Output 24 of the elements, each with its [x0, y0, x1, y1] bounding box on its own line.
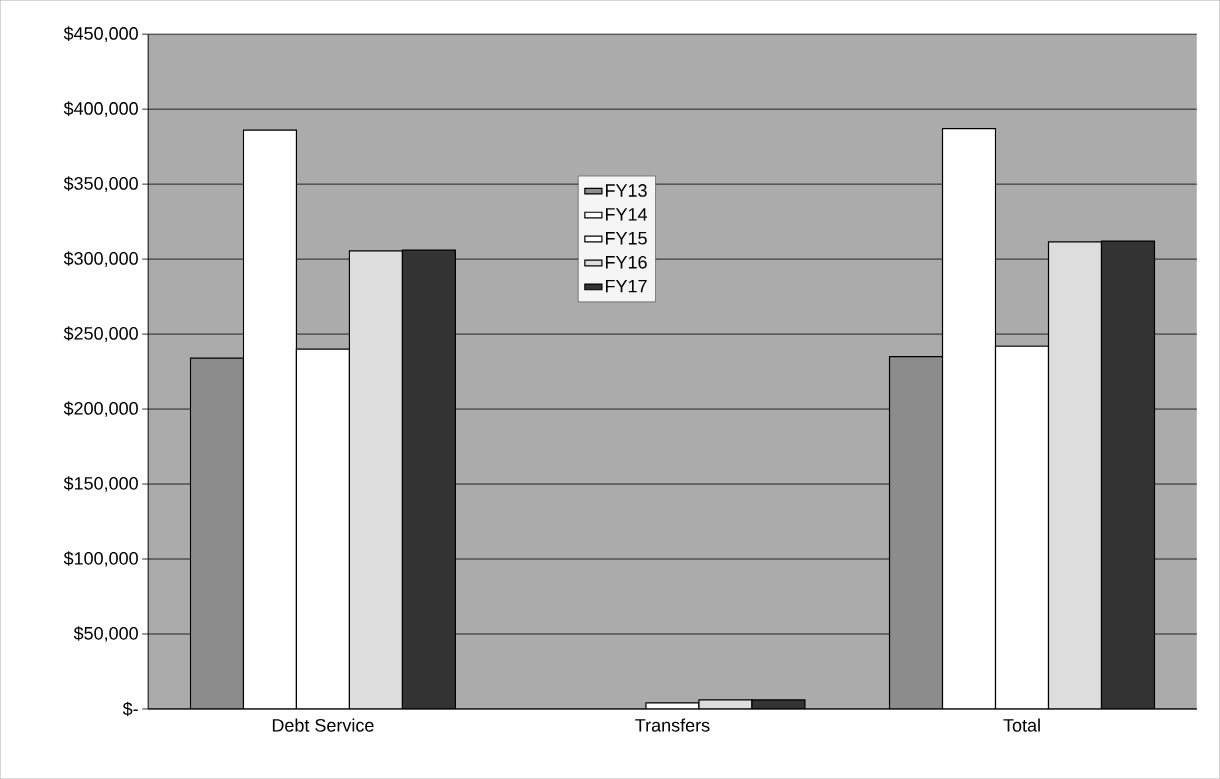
y-tick-label: $350,000 — [63, 176, 138, 192]
bar — [888, 355, 944, 709]
bar — [1047, 241, 1103, 709]
x-tick-label: Transfers — [635, 718, 710, 732]
bar — [401, 249, 456, 709]
bar — [1100, 240, 1156, 709]
legend-label: FY15 — [606, 231, 647, 245]
y-tick-label: $250,000 — [63, 326, 138, 342]
y-tick-label: $200,000 — [63, 401, 138, 417]
y-tick-label: $400,000 — [63, 101, 138, 117]
legend-label: FY13 — [606, 184, 647, 197]
bar — [189, 357, 245, 709]
y-tick-label: $50,000 — [73, 626, 138, 642]
x-tick-label: Total — [1003, 718, 1040, 732]
x-tick-label: Debt Service — [272, 718, 374, 732]
y-tick-label: $100,000 — [63, 551, 138, 567]
legend-label: FY17 — [606, 279, 647, 293]
y-tick-label: $450,000 — [63, 26, 138, 42]
legend-label: FY14 — [606, 208, 648, 221]
bar — [348, 250, 404, 709]
y-tick-label: $- — [122, 701, 138, 717]
y-tick-label: $150,000 — [63, 476, 138, 492]
legend-label: FY16 — [606, 255, 647, 269]
y-tick-label: $300,000 — [63, 251, 138, 267]
